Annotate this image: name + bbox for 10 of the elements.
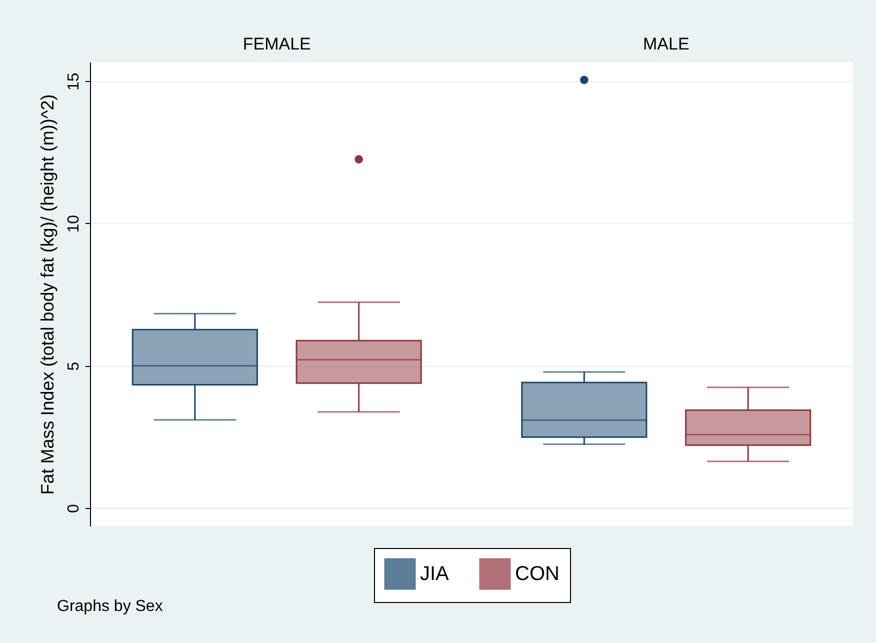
text: Graphs by Sex <box>57 598 163 616</box>
x-tick-label: FEMALE <box>242 34 311 54</box>
x-tick-label: MALE <box>642 34 690 54</box>
y-tick-label: 5 <box>66 362 82 371</box>
y-tick-label: 15 <box>66 72 82 90</box>
legend-label: CON <box>515 563 560 585</box>
y-tick-label: 10 <box>66 214 82 233</box>
y-axis-title: Fat Mass Index (total body fat (kg)/ (height (m))^2) <box>38 94 58 495</box>
y-tick-label: 0 <box>66 504 82 514</box>
legend-label: JIA <box>420 563 450 585</box>
